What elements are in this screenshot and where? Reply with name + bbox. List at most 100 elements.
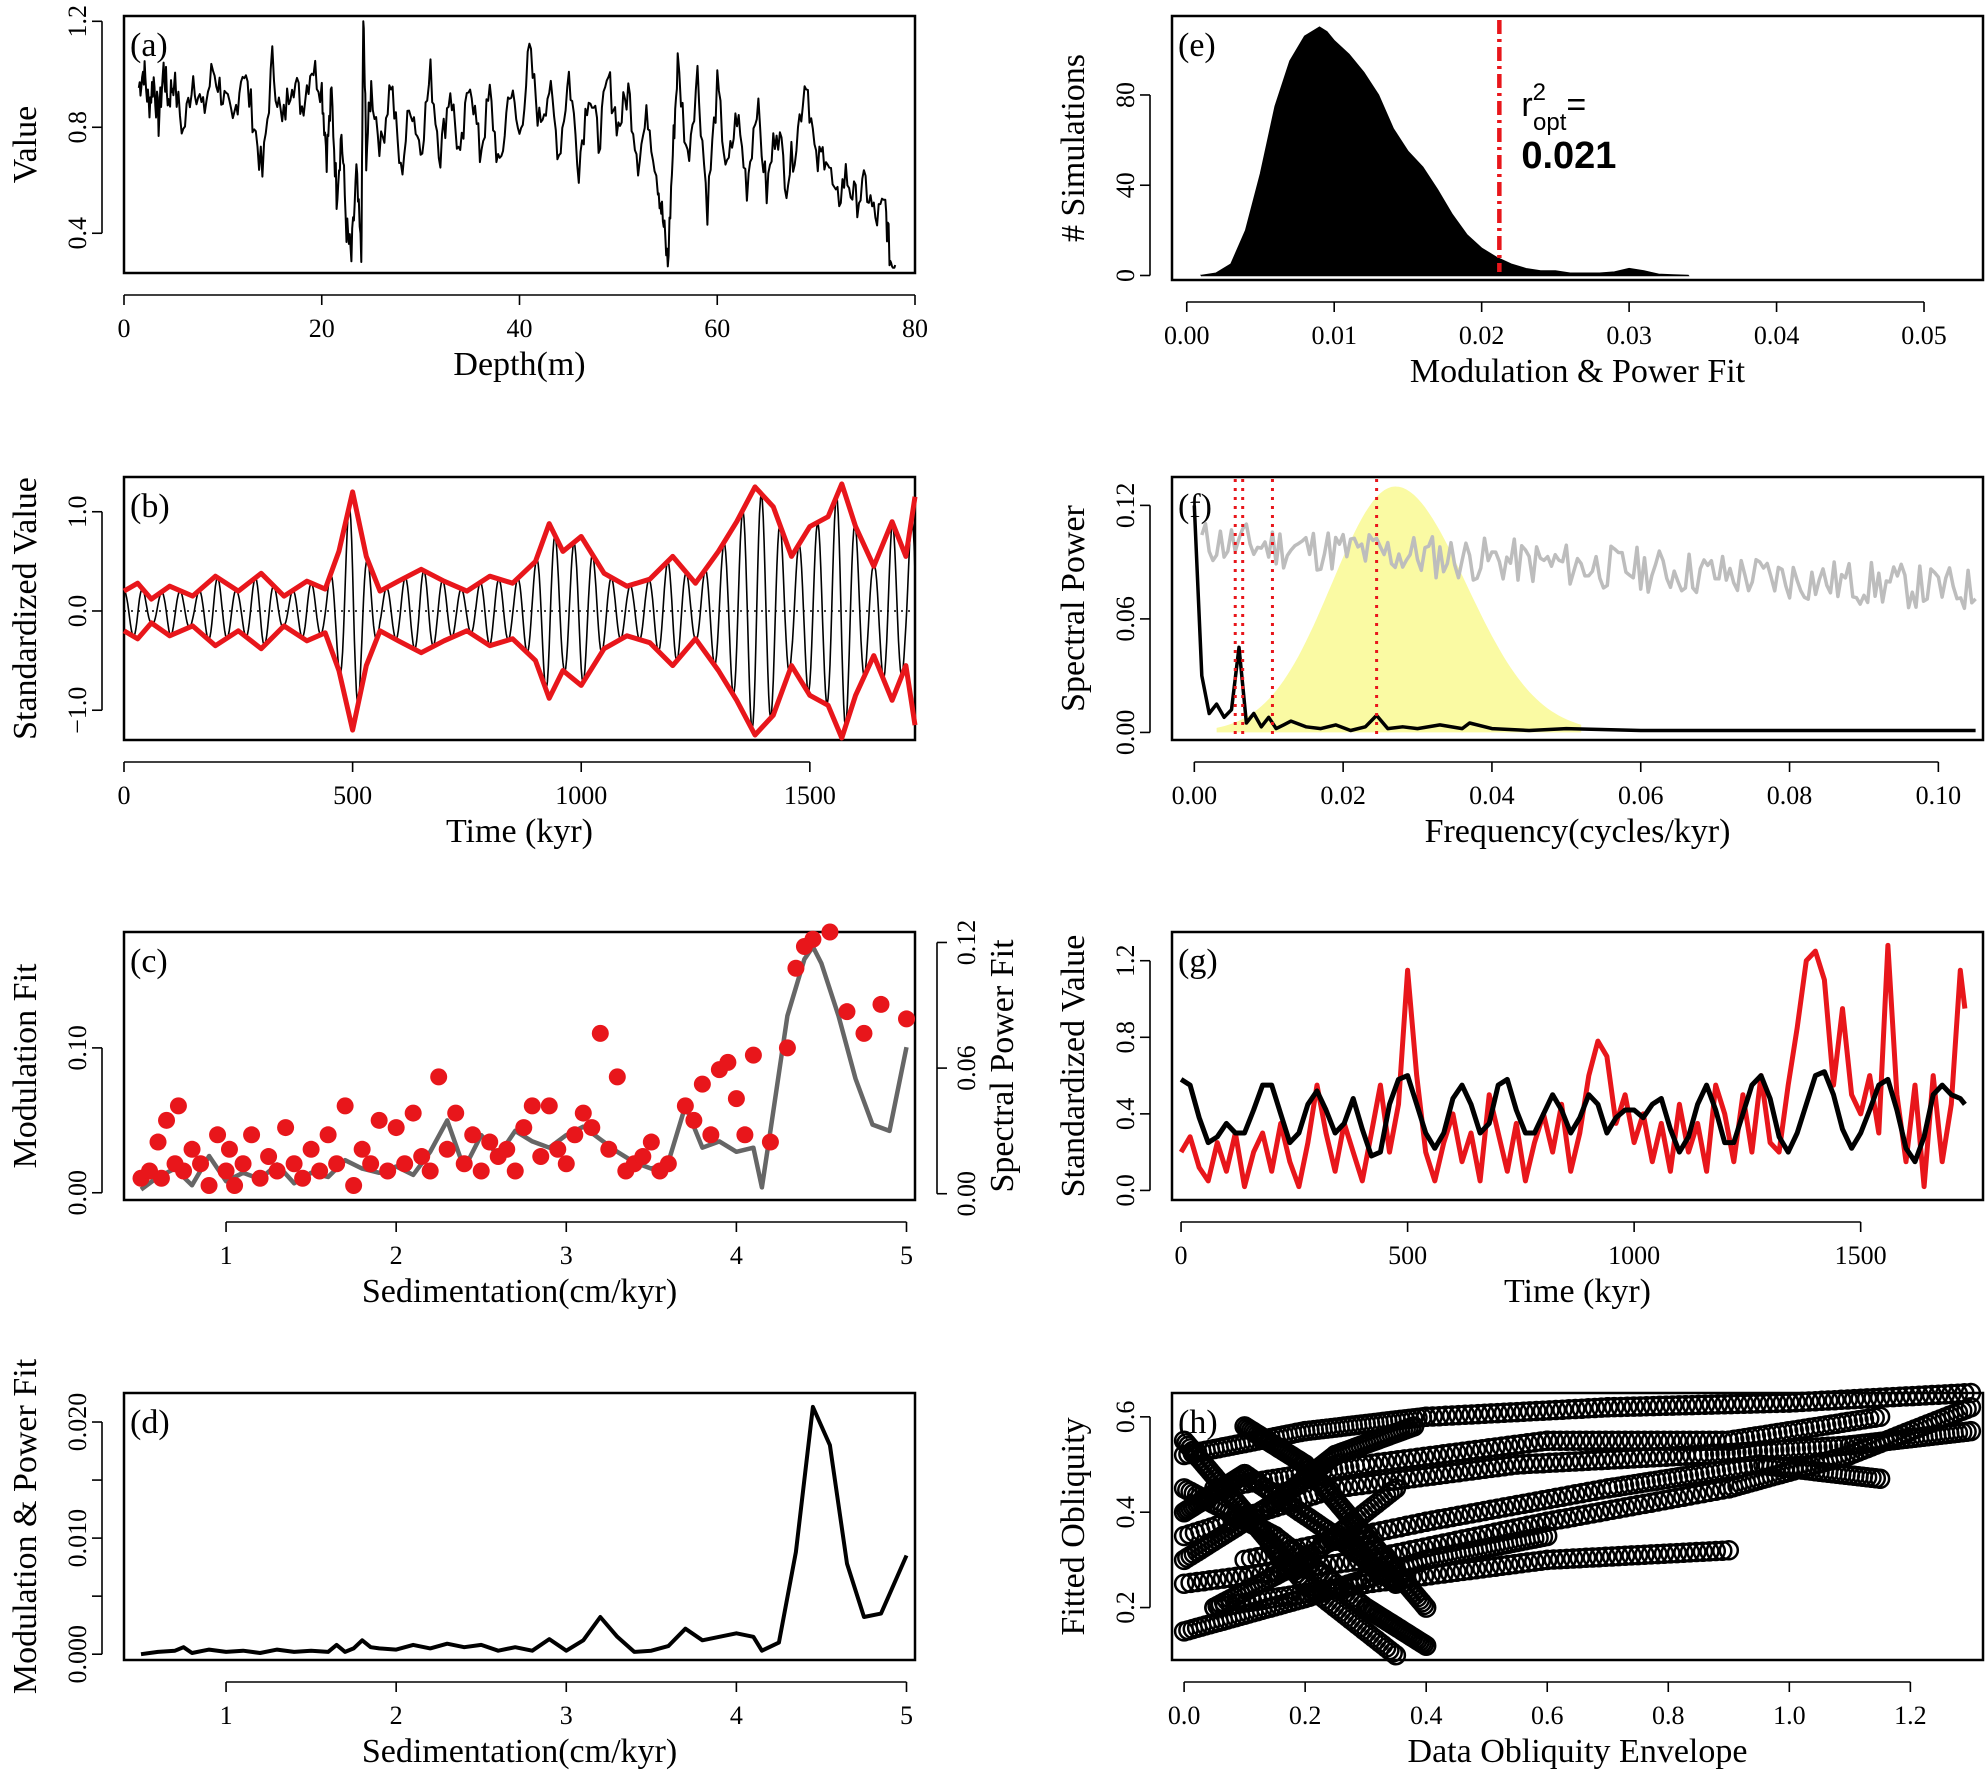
obliquity-point: [1394, 1449, 1415, 1470]
modulation-point: [557, 1155, 575, 1173]
x-tick-label: 1.0: [1773, 1701, 1806, 1730]
y-tick-label: 0: [1111, 269, 1140, 282]
y2-tick-label: 0.12: [952, 920, 981, 966]
obliquity-point: [1193, 1570, 1214, 1592]
panel-h: 0.0 0.2 0.4 0.6 0.8 1.0 1.2 Data Obliquity Enve…: [1055, 1382, 1985, 1770]
obliquity-point: [1532, 1400, 1554, 1421]
modulation-point: [158, 1111, 176, 1129]
modulation-point: [515, 1119, 533, 1137]
obliquity-point: [1673, 1430, 1694, 1451]
obliquity-point: [1428, 1464, 1450, 1485]
obliquity-point: [1472, 1558, 1493, 1579]
obliquity-point: [1368, 1452, 1389, 1474]
obliquity-point: [1513, 1401, 1534, 1422]
obliquity-point: [1960, 1420, 1982, 1442]
obliquity-point: [1610, 1396, 1631, 1418]
modulation-point: [642, 1133, 660, 1151]
obliquity-point: [1549, 1430, 1571, 1451]
obliquity-point: [1681, 1394, 1703, 1416]
obliquity-point: [1850, 1388, 1871, 1410]
obliquity-point: [1504, 1553, 1526, 1575]
modulation-point: [472, 1162, 490, 1180]
obliquity-point: [1526, 1453, 1547, 1474]
x-tick-label: 500: [1388, 1241, 1427, 1270]
obliquity-point: [1655, 1446, 1677, 1467]
modulation-point: [659, 1155, 677, 1173]
obliquity-point: [1435, 1463, 1456, 1485]
obliquity-point: [1422, 1406, 1443, 1427]
obliquity-point: [1511, 1433, 1532, 1455]
data-line: [137, 20, 897, 269]
modulation-point: [897, 1010, 915, 1028]
y-tick-label: 0.020: [63, 1393, 92, 1452]
obliquity-point: [1552, 1451, 1573, 1473]
x-axis-label: Frequency(cycles/kyr): [1425, 813, 1731, 850]
obliquity-point: [1530, 1550, 1552, 1571]
obliquity-point: [1908, 1385, 1930, 1406]
obliquity-point: [1591, 1449, 1612, 1471]
obliquity-point: [1817, 1390, 1839, 1411]
obliquity-point: [1511, 1553, 1532, 1574]
fitted-envelope-line: [1179, 1069, 1967, 1165]
modulation-point: [294, 1169, 312, 1187]
modulation-point: [685, 1111, 703, 1129]
obliquity-point: [1206, 1569, 1227, 1590]
obliquity-point: [1381, 1570, 1402, 1591]
obliquity-point: [1759, 1392, 1781, 1414]
obliquity-point: [1556, 1548, 1577, 1570]
obliquity-point: [1493, 1455, 1515, 1477]
x-tick-label: 2: [390, 1701, 403, 1730]
obliquity-point: [1692, 1541, 1714, 1562]
y-tick-label: 80: [1111, 82, 1140, 108]
spectral-power-line: [139, 944, 909, 1192]
obliquity-point: [1543, 1549, 1564, 1570]
obliquity-point: [1941, 1383, 1962, 1405]
y-tick-label: 0.000: [63, 1625, 92, 1684]
plot-frame: [122, 475, 917, 742]
obliquity-point: [1387, 1450, 1409, 1471]
y-axis-label: Spectral Power: [1055, 504, 1092, 711]
obliquity-point: [1597, 1449, 1619, 1471]
obliquity-point: [1338, 1476, 1359, 1497]
obliquity-point: [1634, 1544, 1655, 1566]
x-tick-label: 0: [118, 314, 131, 343]
obliquity-point: [1601, 1546, 1623, 1567]
panel-e: 0.00 0.01 0.02 0.03 0.04 0.05 Modulation & Pow…: [1055, 14, 1985, 390]
obliquity-point: [1364, 1472, 1385, 1494]
obliquity-point: [1536, 1549, 1558, 1571]
obliquity-point: [1578, 1398, 1599, 1419]
modulation-point: [404, 1104, 422, 1122]
modulation-point: [149, 1133, 167, 1151]
modulation-point: [234, 1155, 252, 1173]
modulation-point: [821, 923, 839, 941]
obliquity-point: [1180, 1572, 1201, 1594]
plot-frame: [1170, 14, 1985, 282]
obliquity-point: [1536, 1430, 1558, 1451]
plot-frame: [1170, 1391, 1985, 1662]
obliquity-point: [1584, 1397, 1606, 1419]
obliquity-point: [1433, 1444, 1454, 1465]
obliquity-point: [1642, 1395, 1664, 1417]
obliquity-point: [1454, 1461, 1476, 1482]
obliquity-point: [1649, 1446, 1670, 1468]
x-tick-label: 0.04: [1469, 781, 1515, 810]
obliquity-point: [1435, 1405, 1456, 1427]
obliquity-point: [1422, 1465, 1443, 1486]
equals-sign: =: [1566, 86, 1586, 124]
x-tick-label: 0.01: [1311, 321, 1357, 350]
x-axis-label: Sedimentation(cm/kyr): [362, 1273, 677, 1310]
x-tick-label: 0.10: [1916, 781, 1962, 810]
modulation-point: [302, 1140, 320, 1158]
modulation-point: [413, 1148, 431, 1166]
obliquity-point: [1629, 1447, 1651, 1469]
y-tick-label: 0.8: [1111, 1021, 1140, 1054]
obliquity-point: [1545, 1399, 1567, 1421]
modulation-point: [268, 1162, 286, 1180]
obliquity-point: [1597, 1397, 1619, 1418]
obliquity-point: [1383, 1571, 1405, 1593]
modulation-point: [634, 1148, 652, 1166]
obliquity-point: [1960, 1397, 1982, 1418]
y-tick-label: 0.12: [1111, 483, 1140, 529]
obliquity-point: [1785, 1391, 1807, 1413]
obliquity-point: [1811, 1390, 1833, 1412]
